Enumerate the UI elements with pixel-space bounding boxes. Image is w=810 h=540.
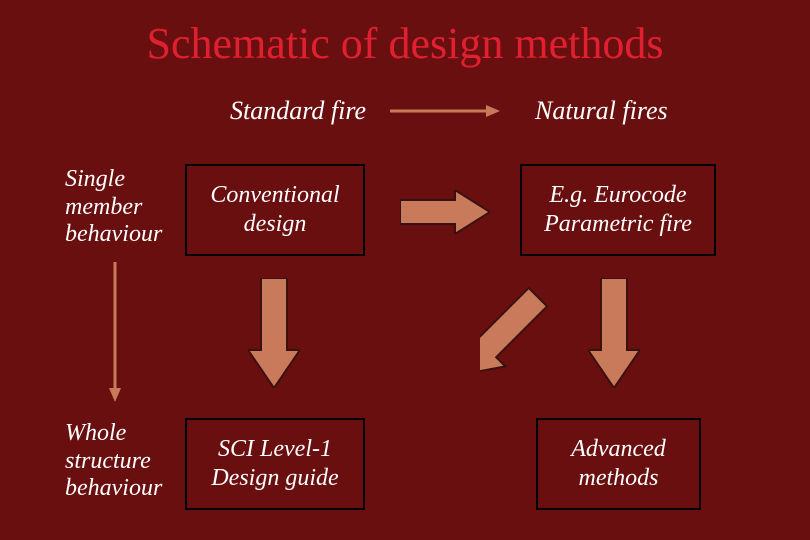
col-header-standard: Standard fire: [230, 96, 366, 126]
row-label-single: Single member behaviour: [65, 166, 162, 249]
box-eurocode: E.g. Eurocode Parametric fire: [520, 164, 716, 256]
conv-to-euro-arrow: [400, 190, 490, 234]
box-advanced: Advanced methods: [536, 418, 701, 510]
box-conventional: Conventional design: [185, 164, 365, 256]
rowlabel-down-arrow: [108, 262, 122, 402]
conv-down-arrow: [248, 278, 300, 388]
header-right-arrow: [390, 104, 500, 118]
slide-title: Schematic of design methods: [0, 18, 810, 69]
col-header-natural: Natural fires: [535, 96, 668, 126]
euro-to-adv-diag-arrow: [480, 276, 600, 396]
box-sci: SCI Level-1 Design guide: [185, 418, 365, 510]
row-label-whole: Whole structure behaviour: [65, 420, 162, 503]
